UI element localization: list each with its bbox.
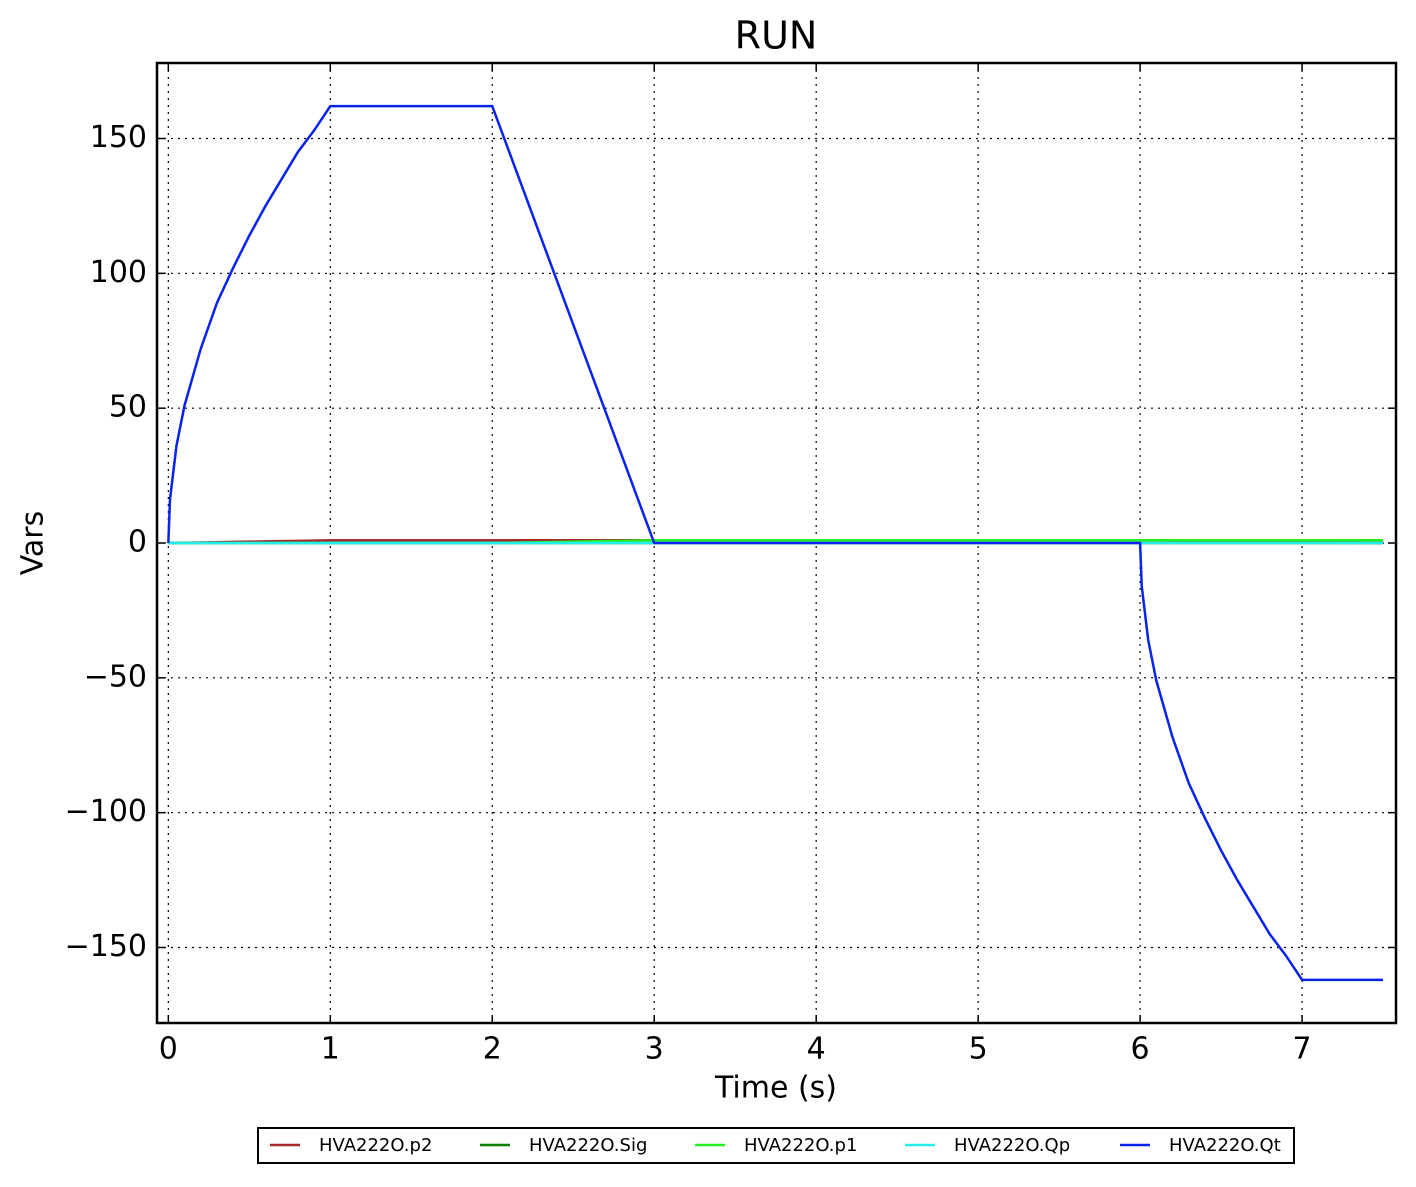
plot-frame: [155, 61, 1398, 1025]
x-tick-label: 3: [645, 1032, 664, 1067]
legend-label: HVA222O.Sig: [529, 1135, 647, 1156]
x-axis-label: Time (s): [714, 1071, 837, 1106]
y-tick-label: −100: [65, 794, 147, 829]
series-line: [167, 104, 1384, 982]
x-tick-label: 5: [969, 1032, 988, 1067]
y-tick-label: 100: [90, 255, 147, 290]
y-tick-label: 0: [128, 525, 147, 560]
x-tick-label: 4: [807, 1032, 826, 1067]
legend-label: HVA222O.p2: [319, 1135, 432, 1156]
y-axis-label: Vars: [16, 511, 51, 576]
legend-label: HVA222O.Qp: [954, 1135, 1070, 1156]
x-tick-label: 1: [321, 1032, 340, 1067]
x-tick-label: 7: [1293, 1032, 1312, 1067]
x-tick-label: 2: [483, 1032, 502, 1067]
y-tick-label: −50: [84, 659, 147, 694]
x-tick-label: 0: [159, 1032, 178, 1067]
chart-title: RUN: [735, 14, 818, 58]
y-tick-label: 50: [109, 390, 147, 425]
x-tick-label: 6: [1131, 1032, 1150, 1067]
y-tick-label: −150: [65, 929, 147, 964]
y-tick-label: 150: [90, 120, 147, 155]
legend-label: HVA222O.Qt: [1169, 1135, 1281, 1156]
legend-label: HVA222O.p1: [744, 1135, 857, 1156]
